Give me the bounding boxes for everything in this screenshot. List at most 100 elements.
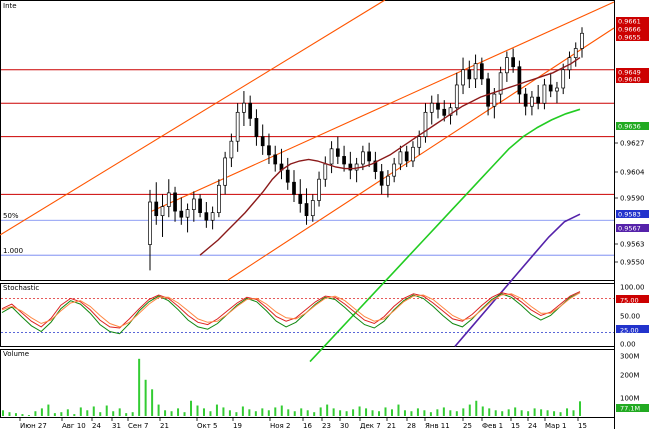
x-axis-label: Июн 27	[20, 422, 47, 429]
volume-bar	[358, 406, 361, 416]
volume-bar	[21, 414, 24, 416]
volume-pane-frame	[0, 349, 615, 418]
candle-body	[536, 96, 541, 104]
price-axis-label: 0.9627	[620, 140, 645, 148]
stochastic-line	[1, 292, 581, 328]
price-tag-label: 0.9636	[618, 123, 641, 131]
stochastic-axis-label: 25.00	[620, 327, 639, 335]
volume-bar	[47, 404, 50, 416]
candle-body	[204, 212, 209, 221]
volume-bar	[157, 404, 160, 416]
stochastic-axis-label: 0.00	[620, 341, 636, 349]
volume-bar	[73, 414, 76, 416]
candle-body	[404, 151, 409, 162]
volume-bar	[241, 406, 244, 416]
x-axis-label: 24	[92, 422, 101, 429]
candle-body	[317, 178, 321, 201]
candle-body	[442, 108, 447, 116]
volume-bar	[138, 358, 141, 416]
candle-body	[398, 151, 403, 165]
x-axis-label: 16	[303, 422, 312, 429]
price-tag-background	[616, 25, 649, 33]
volume-bar	[449, 410, 452, 416]
volume-bar	[34, 411, 37, 416]
candle-body	[173, 192, 177, 212]
candle-body	[367, 151, 371, 162]
volume-bar	[403, 410, 406, 416]
volume-bar	[8, 412, 11, 416]
candle-body	[580, 32, 584, 49]
candle-body	[285, 169, 290, 183]
volume-bar	[442, 407, 445, 416]
volume-bar	[228, 410, 231, 416]
candle-body	[310, 200, 315, 217]
volume-bar	[332, 408, 335, 416]
candle-body	[555, 87, 559, 92]
x-axis-label: Авг 10	[62, 422, 86, 429]
volume-bar	[215, 404, 218, 416]
candle-body	[561, 69, 566, 89]
candle-body	[254, 118, 259, 137]
stochastic-line	[1, 291, 581, 329]
volume-bar	[27, 415, 30, 416]
volume-bar	[196, 405, 199, 416]
candle-body	[467, 69, 472, 80]
candle-body	[479, 63, 484, 80]
volume-bar	[170, 411, 173, 416]
volume-bar	[92, 406, 95, 416]
volume-bar	[378, 411, 381, 416]
volume-bar	[267, 410, 270, 416]
volume-bar	[280, 405, 283, 416]
volume-bar	[475, 400, 478, 416]
stochastic-axis-label: 75.00	[620, 297, 639, 305]
moving-average-line	[199, 57, 581, 256]
candle-body	[210, 212, 215, 221]
volume-bar	[488, 408, 491, 416]
candle-body	[198, 198, 202, 213]
stochastic-axis-label: 100.00	[620, 284, 645, 292]
candle-body	[354, 163, 359, 171]
stochastic-tag-background	[616, 325, 649, 333]
candle-body	[242, 102, 246, 113]
candle-body	[448, 107, 453, 116]
trend-channel-line	[227, 27, 615, 281]
candle-body	[573, 48, 578, 58]
volume-bar	[462, 408, 465, 416]
price-tag-background	[616, 68, 649, 76]
candle-body	[148, 201, 152, 245]
candle-body	[542, 84, 547, 104]
candle-body	[461, 69, 465, 86]
x-axis-label: 23	[322, 422, 331, 429]
price-axis-label: 0.9563	[620, 241, 645, 249]
volume-plot	[2, 358, 581, 416]
trend-channel-line	[0, 0, 386, 236]
volume-bar	[345, 411, 348, 416]
volume-pane-title: Volume	[3, 350, 29, 358]
stochastic-plot	[1, 291, 614, 335]
price-tag-background	[616, 33, 649, 41]
candle-body	[298, 194, 303, 204]
price-axis-label: 0.9590	[620, 195, 645, 203]
candle-body	[217, 184, 221, 213]
candle-body	[386, 175, 390, 186]
stochastic-tag-background	[616, 295, 649, 303]
x-axis-label: Фев 1	[482, 422, 503, 429]
candle-body	[273, 154, 278, 165]
price-tag-background	[616, 122, 649, 130]
candle-body	[530, 96, 534, 107]
left-edge-label: 1.000	[3, 247, 23, 255]
candle-body	[235, 111, 240, 142]
volume-bar	[514, 407, 517, 416]
candle-body	[335, 148, 340, 157]
volume-bar	[494, 410, 497, 416]
x-axis-label: 15	[511, 422, 520, 429]
price-tag-label: 0.9567	[618, 225, 641, 233]
price-tag-label: 0.9666	[618, 26, 641, 34]
volume-bar	[202, 408, 205, 416]
volume-bar	[261, 408, 264, 416]
price-tag-background	[616, 210, 649, 218]
candle-body	[191, 198, 196, 210]
volume-bar	[53, 413, 56, 416]
volume-bar	[410, 411, 413, 416]
